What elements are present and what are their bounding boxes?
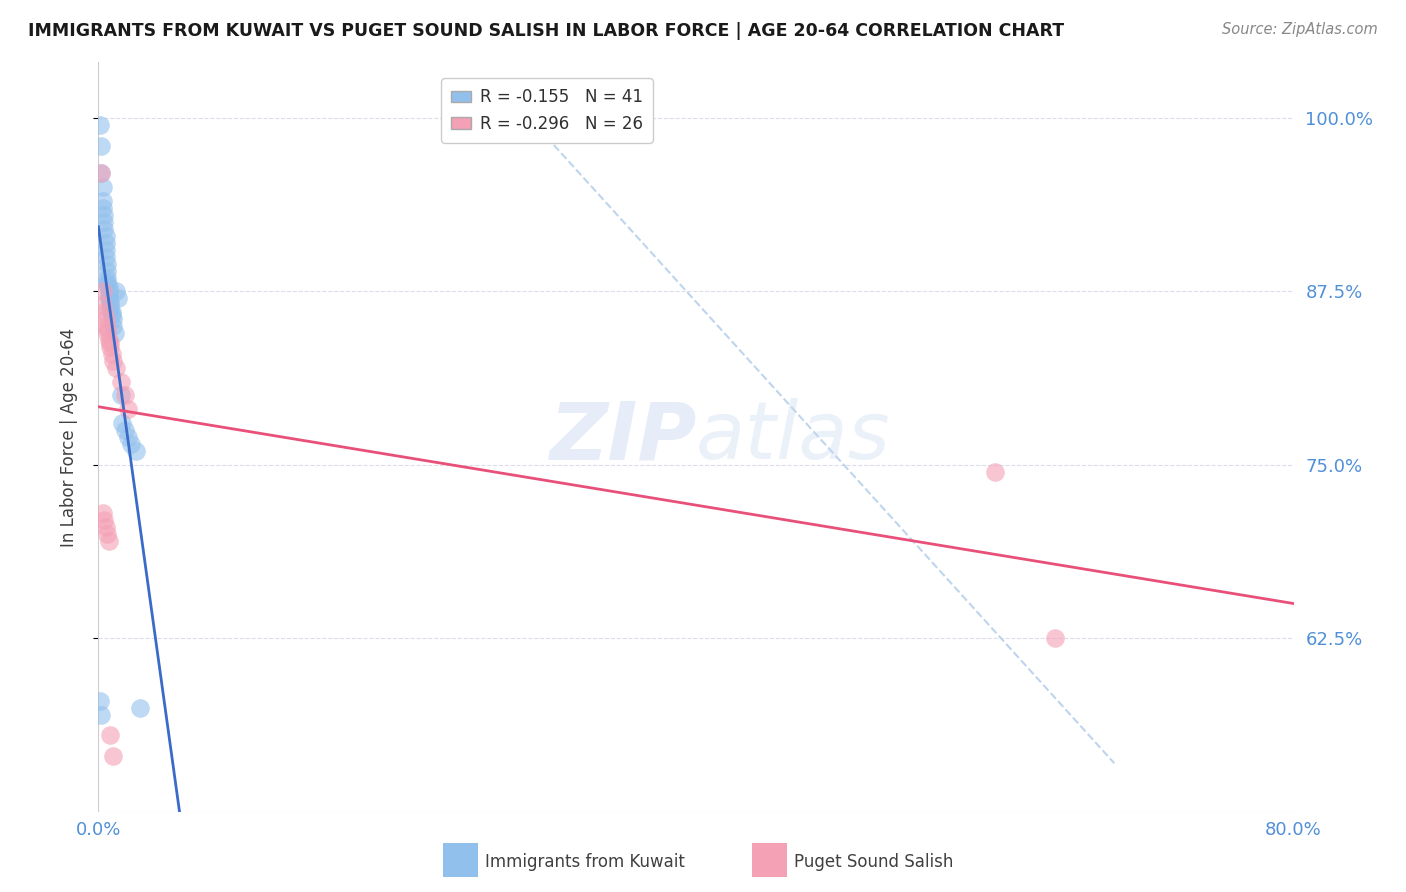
Point	[96, 270, 118, 285]
Point	[91, 201, 114, 215]
Point	[91, 507, 114, 521]
Point	[90, 166, 112, 180]
Point	[94, 520, 117, 534]
Point	[96, 263, 118, 277]
Point	[98, 302, 122, 317]
Legend: R = -0.155   N = 41, R = -0.296   N = 26: R = -0.155 N = 41, R = -0.296 N = 26	[441, 78, 652, 143]
Point	[103, 353, 125, 368]
Point	[125, 444, 148, 458]
Text: Puget Sound Salish: Puget Sound Salish	[794, 853, 953, 871]
Point	[91, 298, 114, 312]
Point	[97, 285, 120, 299]
Point	[89, 694, 111, 708]
Point	[103, 312, 125, 326]
Point	[110, 388, 132, 402]
Point	[114, 388, 136, 402]
Point	[93, 208, 115, 222]
Point	[117, 402, 139, 417]
Point	[94, 250, 117, 264]
Point	[91, 285, 114, 299]
Point	[105, 285, 128, 299]
Point	[103, 749, 125, 764]
Point	[96, 257, 118, 271]
Point	[94, 228, 117, 243]
Point	[93, 222, 115, 236]
Point	[93, 215, 115, 229]
Text: Immigrants from Kuwait: Immigrants from Kuwait	[485, 853, 685, 871]
Point	[94, 319, 117, 334]
Point	[91, 180, 114, 194]
Point	[103, 319, 125, 334]
Text: IMMIGRANTS FROM KUWAIT VS PUGET SOUND SALISH IN LABOR FORCE | AGE 20-64 CORRELAT: IMMIGRANTS FROM KUWAIT VS PUGET SOUND SA…	[28, 22, 1064, 40]
Point	[1043, 632, 1066, 646]
Point	[98, 340, 122, 354]
Text: atlas: atlas	[696, 398, 891, 476]
Y-axis label: In Labor Force | Age 20-64: In Labor Force | Age 20-64	[59, 327, 77, 547]
Point	[94, 312, 117, 326]
Point	[111, 416, 134, 430]
Point	[96, 277, 118, 292]
Point	[107, 291, 129, 305]
Point	[984, 465, 1007, 479]
Point	[98, 335, 122, 350]
Point	[97, 291, 120, 305]
Point	[129, 700, 152, 714]
Point	[93, 513, 115, 527]
Text: ZIP: ZIP	[548, 398, 696, 476]
Point	[90, 138, 112, 153]
Point	[93, 305, 115, 319]
Point	[96, 322, 118, 336]
Point	[114, 423, 136, 437]
Point	[105, 360, 128, 375]
Text: Source: ZipAtlas.com: Source: ZipAtlas.com	[1222, 22, 1378, 37]
Point	[120, 437, 142, 451]
Point	[94, 235, 117, 250]
Point	[97, 288, 120, 302]
Point	[104, 326, 127, 340]
Point	[90, 166, 112, 180]
Point	[96, 275, 118, 289]
Point	[94, 243, 117, 257]
Point	[117, 430, 139, 444]
Point	[101, 305, 124, 319]
Point	[90, 707, 112, 722]
Point	[91, 194, 114, 209]
Point	[97, 333, 120, 347]
Point	[98, 298, 122, 312]
Point	[98, 728, 122, 742]
Point	[89, 118, 111, 132]
Point	[101, 308, 124, 322]
Point	[97, 280, 120, 294]
Point	[96, 527, 118, 541]
Point	[101, 347, 124, 361]
Point	[110, 375, 132, 389]
Point	[98, 294, 122, 309]
Point	[97, 534, 120, 549]
Point	[96, 326, 118, 340]
